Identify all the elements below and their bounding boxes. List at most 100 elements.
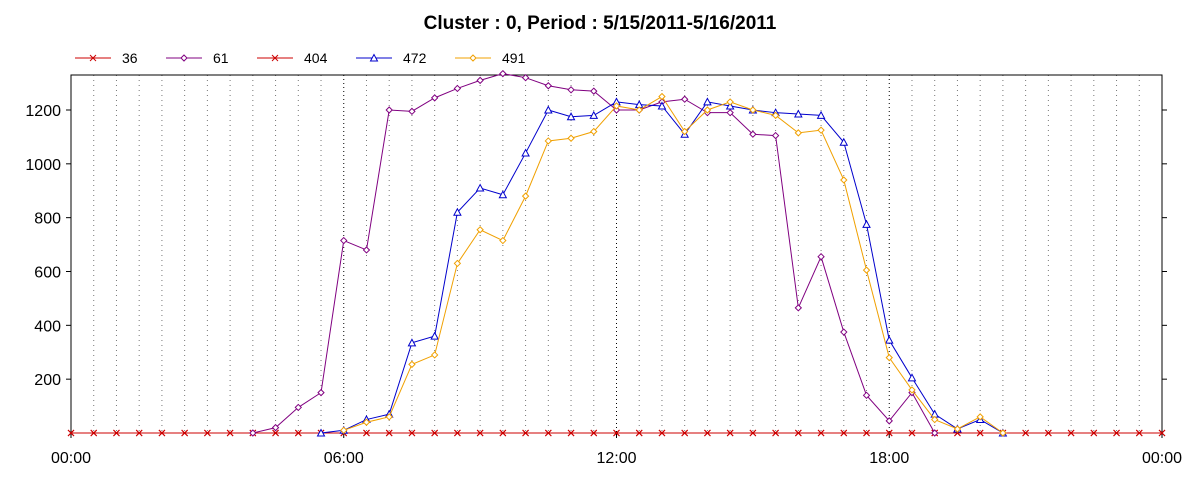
data-point (385, 429, 393, 437)
data-point (658, 429, 666, 437)
x-tick-label: 12:00 (596, 450, 636, 467)
data-point (794, 129, 803, 137)
chart-title: Cluster : 0, Period : 5/15/2011-5/16/201… (423, 13, 777, 34)
data-point (90, 429, 98, 437)
data-point (454, 429, 461, 437)
data-point (204, 429, 211, 437)
data-point (408, 429, 416, 437)
data-point (885, 429, 893, 437)
data-point (1067, 429, 1075, 437)
data-point (385, 106, 393, 114)
marker-stroke (863, 429, 870, 437)
data-point (680, 95, 689, 103)
marker-stroke (1158, 429, 1166, 437)
marker-stroke (544, 429, 552, 437)
data-point (703, 97, 712, 106)
data-point (369, 53, 379, 62)
data-point (976, 413, 984, 421)
data-point (680, 127, 689, 136)
data-point (385, 413, 393, 421)
data-point (521, 148, 530, 157)
marker-stroke (590, 429, 598, 437)
data-point (635, 429, 643, 437)
data-point (469, 54, 477, 62)
data-point (249, 429, 257, 437)
marker-stroke (772, 429, 779, 437)
data-point (408, 107, 416, 116)
series-line (320, 101, 1004, 434)
data-point (907, 373, 917, 382)
data-point (612, 102, 621, 110)
data-point (317, 388, 325, 397)
data-point (794, 429, 802, 437)
marker-stroke (1113, 429, 1120, 437)
marker-stroke (658, 429, 666, 437)
marker-stroke (613, 429, 620, 437)
data-point (725, 101, 735, 110)
data-point (772, 429, 779, 437)
data-point (657, 101, 667, 110)
legend-item-491: 491 (455, 50, 526, 66)
data-point (476, 429, 484, 437)
legend-label: 404 (304, 50, 328, 66)
data-point (681, 429, 689, 437)
marker-stroke (885, 429, 893, 437)
grid (93, 75, 1140, 433)
legend-item-404: 404 (257, 50, 328, 66)
marker-stroke (454, 429, 461, 437)
data-point (726, 429, 734, 437)
data-point (453, 207, 462, 216)
marker-stroke (272, 429, 279, 437)
data-point (431, 429, 439, 437)
marker-stroke (135, 429, 143, 437)
data-point (294, 403, 302, 412)
data-point (316, 428, 326, 437)
series-491 (340, 92, 1007, 437)
marker-stroke (817, 429, 825, 437)
marker-stroke (908, 429, 916, 437)
legend: 36 61 404 472 491 (75, 50, 526, 66)
marker-stroke (499, 429, 507, 437)
data-point (976, 429, 984, 437)
marker-stroke (749, 429, 757, 437)
data-point (771, 131, 780, 140)
marker-stroke (271, 54, 279, 62)
legend-label: 36 (122, 50, 138, 66)
data-point (613, 429, 620, 437)
data-point (430, 331, 440, 340)
marker-stroke (1067, 429, 1075, 437)
data-point (840, 429, 848, 437)
data-point (363, 429, 370, 437)
data-point (453, 84, 462, 93)
data-point (180, 54, 188, 62)
series-line (343, 95, 1004, 434)
data-point (362, 246, 371, 254)
data-point (522, 429, 529, 437)
data-point (1090, 429, 1098, 437)
marker-stroke (294, 429, 302, 437)
data-point (931, 415, 939, 424)
data-point (499, 236, 507, 245)
data-point (340, 426, 348, 435)
marker-stroke (113, 429, 120, 437)
data-point (271, 423, 280, 432)
data-point (590, 429, 598, 437)
data-point (726, 98, 734, 106)
data-point (817, 429, 825, 437)
y-tick-label: 400 (34, 318, 61, 335)
legend-label: 472 (403, 50, 427, 66)
marker-stroke (363, 429, 370, 437)
data-point (362, 418, 371, 426)
series-group (67, 69, 1166, 437)
data-point (226, 429, 234, 437)
y-tick-label: 800 (34, 211, 61, 228)
data-point (794, 304, 803, 312)
series-line (252, 73, 936, 434)
marker-stroke (431, 429, 439, 437)
data-point (771, 111, 780, 120)
legend-label: 61 (213, 50, 229, 66)
data-point (885, 417, 893, 425)
data-point (793, 109, 803, 118)
data-point (590, 127, 598, 136)
